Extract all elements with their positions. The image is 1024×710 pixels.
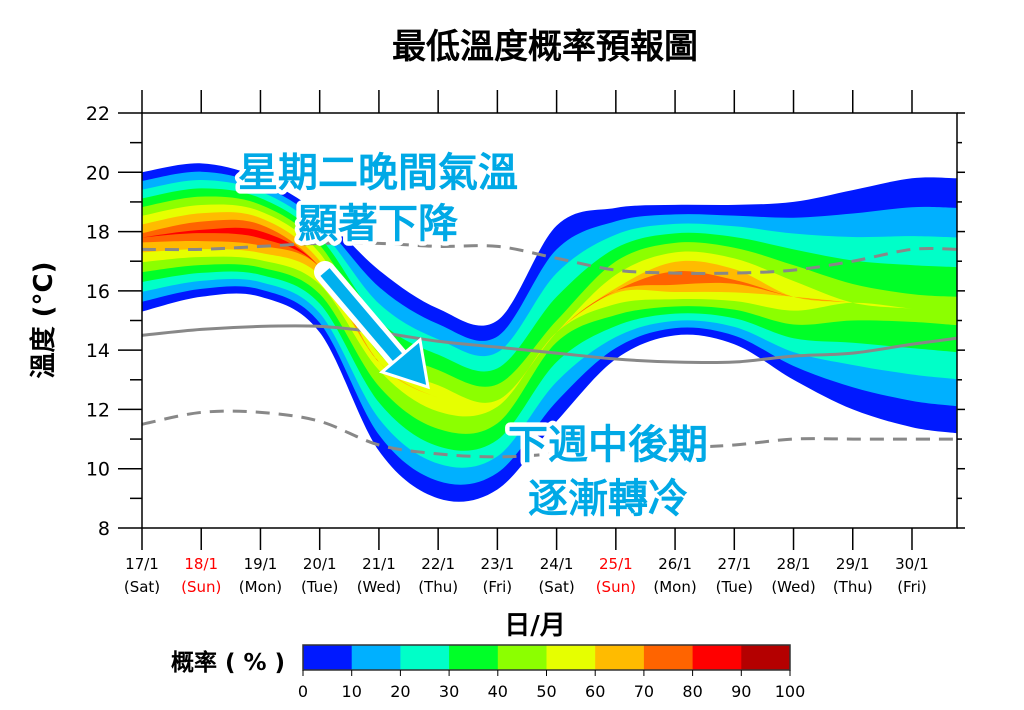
annotation-2-line-2: 逐漸轉冷 (528, 476, 688, 522)
colorbar-tick-label: 40 (488, 682, 508, 701)
x-tick-date: 20/1 (303, 555, 337, 573)
annotations: 星期二晚間氣溫 顯著下降 下週中後期 逐漸轉冷 (234, 146, 713, 527)
colorbar-label: 概率 ( % ) (171, 649, 285, 676)
colorbar-tick-label: 30 (439, 682, 459, 701)
annotation-1-line-1: 星期二晚間氣溫 (238, 150, 518, 196)
annotation-2-line-1: 下週中後期 (508, 422, 708, 468)
colorbar-tick-label: 100 (775, 682, 806, 701)
colorbar-tick-label: 60 (585, 682, 605, 701)
probability-band-70 (142, 219, 957, 409)
x-tick-date: 17/1 (125, 555, 159, 573)
colorbar-swatch (643, 645, 694, 670)
x-tick-date: 22/1 (421, 555, 455, 573)
x-tick-day: (Sat) (538, 578, 574, 596)
colorbar-swatch (400, 645, 450, 670)
x-tick-day: (Thu) (418, 578, 458, 596)
y-tick-label: 22 (86, 103, 110, 125)
reference-line-2 (141, 241, 957, 275)
colorbar: 0 10 20 30 40 50 60 70 80 90 100 (298, 644, 806, 701)
x-tick-day: (Sun) (596, 578, 636, 596)
probability-band-40 (142, 196, 957, 434)
colorbar-tick-label: 0 (298, 682, 308, 701)
chart-title: 最低溫度概率預報圖 (392, 27, 698, 67)
x-tick-day: (Fri) (483, 578, 513, 596)
colorbar-tick-label: 20 (390, 682, 410, 701)
colorbar-swatch (303, 645, 353, 670)
y-tick-label: 12 (86, 399, 110, 421)
axes: 8 10 12 14 16 18 20 22 17/1 (Sat) 18/1 (Sun) 19/1 (Mo… (86, 90, 965, 596)
y-tick-label: 18 (86, 222, 110, 244)
x-tick-date: 25/1 (599, 555, 633, 573)
colorbar-swatch (351, 645, 401, 670)
arrow-head-icon (378, 337, 430, 390)
colorbar-swatch (595, 645, 645, 670)
probability-bands (142, 163, 957, 502)
colorbar-tick-label: 80 (682, 682, 702, 701)
y-tick-label: 14 (86, 340, 110, 362)
x-tick-date: 26/1 (658, 555, 692, 573)
x-tick-day: (Fri) (897, 578, 927, 596)
colorbar-tick-label: 70 (634, 682, 654, 701)
colorbar-tick-label: 10 (342, 682, 362, 701)
y-tick-label: 20 (86, 162, 110, 184)
x-tick-day: (Wed) (771, 578, 815, 596)
reference-lines (141, 241, 957, 459)
annotation-1-line-2: 顯著下降 (298, 201, 458, 247)
y-tick-label: 10 (86, 459, 110, 481)
x-tick-date: 27/1 (717, 555, 751, 573)
x-tick-date: 19/1 (244, 555, 278, 573)
x-tick-day: (Mon) (239, 578, 282, 596)
x-tick-date: 28/1 (777, 555, 811, 573)
x-tick-date: 23/1 (481, 555, 515, 573)
colorbar-tick-label: 50 (536, 682, 556, 701)
x-tick-day: (Tue) (716, 578, 753, 596)
reference-line-3 (141, 409, 957, 459)
y-tick-label: 16 (86, 281, 110, 303)
x-tick-day: (Sat) (124, 578, 160, 596)
trend-arrow (314, 261, 430, 390)
colorbar-swatch (546, 645, 596, 670)
x-tick-date: 24/1 (540, 555, 574, 573)
x-tick-day: (Sun) (181, 578, 221, 596)
x-tick-day: (Tue) (301, 578, 338, 596)
colorbar-tick-label: 90 (731, 682, 751, 701)
y-tick-label: 8 (98, 518, 110, 540)
colorbar-swatch (741, 645, 791, 670)
x-axis-label: 日/月 (504, 611, 566, 641)
x-tick-day: (Mon) (653, 578, 696, 596)
x-tick-day: (Wed) (357, 578, 401, 596)
colorbar-swatch (449, 645, 499, 670)
x-tick-day: (Thu) (833, 578, 873, 596)
x-tick-date: 21/1 (362, 555, 396, 573)
x-tick-date: 30/1 (895, 555, 929, 573)
x-tick-date: 18/1 (184, 555, 218, 573)
colorbar-swatch (497, 645, 547, 670)
reference-line-1 (141, 324, 957, 365)
colorbar-swatch (692, 645, 742, 670)
y-axis-label: 溫度 (°C) (28, 262, 59, 379)
x-tick-date: 29/1 (836, 555, 870, 573)
